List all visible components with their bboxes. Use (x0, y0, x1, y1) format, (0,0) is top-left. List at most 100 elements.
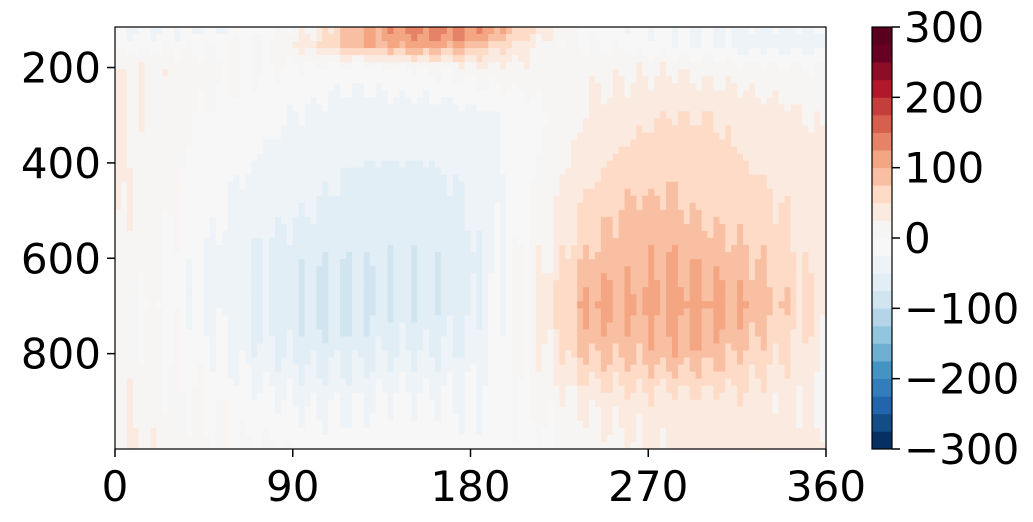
heatmap-cell (156, 230, 163, 239)
heatmap-cell (820, 308, 827, 316)
heatmap-cell (251, 118, 258, 127)
heatmap-cell (132, 90, 140, 98)
heatmap-cell (766, 139, 774, 148)
heatmap-cell (423, 294, 430, 302)
heatmap-cell (251, 125, 258, 134)
heatmap-cell (274, 76, 282, 84)
heatmap-cell (334, 195, 341, 204)
heatmap-cell (375, 111, 383, 120)
heatmap-cell (150, 104, 158, 112)
heatmap-cell (666, 245, 673, 253)
heatmap-cell (760, 245, 768, 253)
heatmap-cell (500, 273, 507, 281)
heatmap-cell (399, 27, 406, 35)
heatmap-cell (352, 202, 359, 211)
heatmap-cell (689, 104, 697, 112)
heatmap-cell (440, 125, 448, 134)
heatmap-cell (677, 132, 685, 141)
heatmap-cell (417, 252, 424, 260)
heatmap-cell (381, 146, 389, 155)
heatmap-cell (245, 223, 252, 232)
heatmap-cell (115, 209, 122, 218)
heatmap-cell (423, 146, 430, 155)
heatmap-cell (648, 139, 655, 148)
heatmap-cell (511, 252, 519, 260)
heatmap-cell (126, 69, 134, 77)
heatmap-cell (488, 230, 495, 239)
heatmap-cell (630, 83, 637, 91)
heatmap-cell (257, 34, 264, 42)
heatmap-cell (369, 83, 377, 91)
heatmap-cell (251, 181, 258, 190)
heatmap-cell (506, 90, 513, 98)
heatmap-cell (197, 139, 205, 148)
heatmap-cell (215, 167, 223, 176)
heatmap-cell (636, 48, 643, 56)
heatmap-cell (197, 160, 205, 169)
heatmap-cell (115, 245, 122, 253)
heatmap-cell (346, 125, 353, 134)
heatmap-cell (251, 132, 258, 141)
heatmap-cell (494, 125, 501, 134)
heatmap-cell (494, 104, 501, 112)
heatmap-cell (802, 118, 809, 127)
heatmap-cell (363, 245, 371, 253)
heatmap-cell (506, 167, 513, 176)
heatmap-cell (340, 195, 347, 204)
heatmap-cell (731, 104, 738, 112)
heatmap-cell (565, 48, 572, 56)
heatmap-cell (452, 202, 460, 211)
heatmap-cell (227, 238, 235, 246)
heatmap-cell (334, 55, 341, 63)
heatmap-cell (446, 34, 454, 42)
heatmap-cell (209, 223, 217, 232)
heatmap-cell (648, 111, 655, 120)
heatmap-cell (506, 160, 513, 169)
heatmap-cell (808, 252, 815, 260)
heatmap-cell (257, 287, 264, 295)
heatmap-cell (488, 174, 495, 183)
heatmap-cell (120, 202, 128, 211)
heatmap-cell (796, 308, 803, 316)
heatmap-cell (808, 104, 815, 112)
heatmap-cell (547, 280, 555, 288)
heatmap-cell (138, 202, 146, 211)
heatmap-cell (784, 188, 792, 197)
heatmap-cell (423, 301, 430, 309)
heatmap-cell (600, 76, 608, 84)
heatmap-cell (565, 280, 572, 288)
heatmap-cell (796, 104, 803, 112)
heatmap-cell (328, 216, 335, 225)
heatmap-cell (523, 139, 531, 148)
heatmap-cell (523, 62, 531, 70)
heatmap-cell (405, 280, 412, 288)
heatmap-cell (594, 287, 602, 295)
heatmap-cell (618, 181, 626, 190)
heatmap-cell (707, 104, 715, 112)
heatmap-cell (381, 34, 389, 42)
heatmap-cell (790, 202, 797, 211)
heatmap-cell (233, 252, 241, 260)
heatmap-cell (115, 195, 122, 204)
heatmap-cell (363, 202, 371, 211)
heatmap-cell (772, 188, 780, 197)
heatmap-cell (156, 146, 163, 155)
heatmap-cell (565, 301, 572, 309)
heatmap-cell (517, 104, 525, 112)
heatmap-cell (589, 280, 596, 288)
heatmap-cell (464, 230, 472, 239)
heatmap-cell (677, 174, 685, 183)
heatmap-cell (369, 315, 377, 323)
heatmap-cell (790, 266, 797, 274)
heatmap-cell (269, 118, 276, 127)
heatmap-cell (310, 294, 318, 302)
heatmap-cell (772, 27, 780, 35)
heatmap-cell (470, 202, 478, 211)
heatmap-cell (731, 132, 738, 141)
heatmap-cell (719, 301, 726, 309)
heatmap-cell (630, 153, 637, 162)
heatmap-cell (429, 216, 436, 225)
heatmap-cell (357, 83, 365, 91)
heatmap-cell (274, 223, 282, 232)
heatmap-cell (725, 146, 732, 155)
